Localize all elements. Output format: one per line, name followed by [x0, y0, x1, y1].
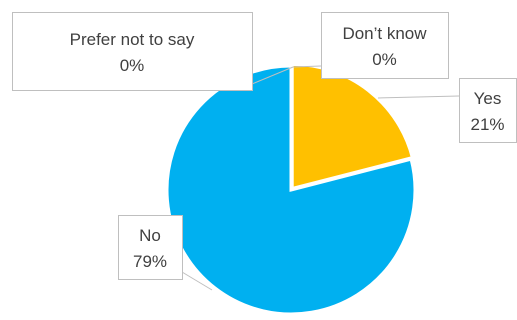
slice-yes [290, 62, 415, 191]
value-label-no: 79% [133, 252, 167, 271]
label-box-no [118, 215, 183, 280]
category-label-yes: Yes [474, 89, 502, 108]
pie-slices [165, 62, 417, 316]
data-labels: Yes 21% No 79% Prefer not to say 0% Don’t know… [12, 12, 517, 280]
slice-no [165, 64, 417, 316]
category-label-don-t-know: Don’t know [342, 24, 427, 43]
leader-line-yes [377, 95, 460, 99]
leader-lines [181, 65, 460, 291]
label-box-don-t-know [321, 12, 449, 79]
leader-line-don-t-know [292, 65, 322, 68]
leader-line-no [181, 271, 213, 291]
value-label-prefer-not-to-say: 0% [120, 56, 145, 75]
value-label-don-t-know: 0% [372, 50, 397, 69]
leader-line-prefer-not-to-say [251, 66, 294, 85]
category-label-no: No [139, 226, 161, 245]
category-label-prefer-not-to-say: Prefer not to say [70, 30, 195, 49]
label-box-yes [459, 78, 517, 143]
label-box-prefer-not-to-say [12, 12, 253, 91]
value-label-yes: 21% [470, 115, 504, 134]
